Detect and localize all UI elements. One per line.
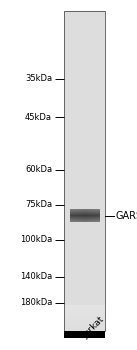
Text: 100kDa: 100kDa — [20, 235, 52, 244]
Text: 180kDa: 180kDa — [20, 298, 52, 307]
Text: 35kDa: 35kDa — [25, 74, 52, 83]
Text: GARS: GARS — [116, 211, 137, 220]
Bar — [64, 10, 105, 331]
Text: 140kDa: 140kDa — [20, 272, 52, 281]
Text: 60kDa: 60kDa — [25, 165, 52, 174]
Text: Jurkat: Jurkat — [81, 315, 106, 340]
Bar — [64, 331, 105, 338]
Text: 75kDa: 75kDa — [25, 200, 52, 209]
Text: 45kDa: 45kDa — [25, 113, 52, 122]
